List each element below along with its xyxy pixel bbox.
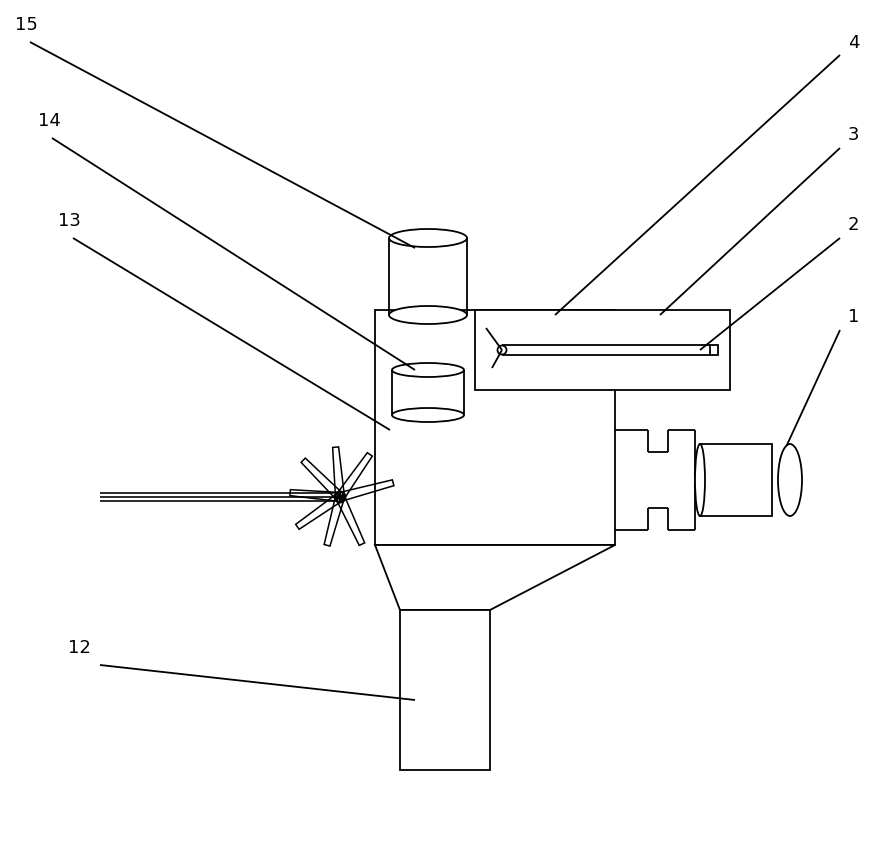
Text: 4: 4 (848, 34, 860, 52)
Ellipse shape (778, 444, 802, 516)
Bar (700, 444, 772, 516)
Bar (710, 345, 718, 355)
Text: 13: 13 (58, 212, 81, 230)
Ellipse shape (695, 444, 705, 516)
Polygon shape (375, 545, 615, 610)
Text: 12: 12 (68, 639, 91, 657)
Bar (375, 310, 615, 545)
Bar (475, 310, 730, 390)
Text: 3: 3 (848, 126, 860, 144)
Text: 14: 14 (38, 112, 61, 130)
Bar (400, 610, 490, 770)
Ellipse shape (389, 229, 467, 247)
Ellipse shape (392, 408, 464, 422)
Ellipse shape (389, 306, 467, 324)
Ellipse shape (392, 363, 464, 377)
Text: 2: 2 (848, 216, 860, 234)
Text: 15: 15 (15, 16, 38, 34)
Text: 1: 1 (848, 308, 860, 326)
